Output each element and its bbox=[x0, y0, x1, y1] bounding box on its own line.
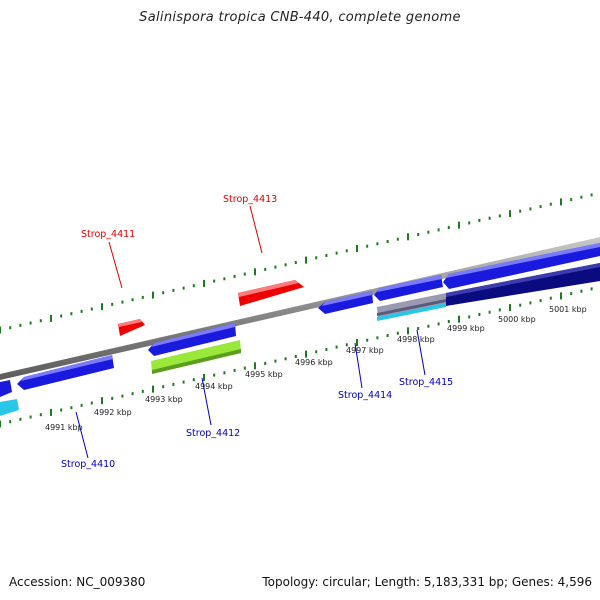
gene-label-strop-4413[interactable]: Strop_4413 bbox=[223, 194, 277, 205]
tick-label-4997: 4997 kbp bbox=[346, 346, 384, 355]
gene-blue-4415-left-highlight bbox=[377, 275, 442, 292]
gene-label-strop-4415[interactable]: Strop_4415 bbox=[399, 377, 453, 388]
leader-strop-4413 bbox=[249, 205, 263, 254]
gene-strop-4411-highlight bbox=[118, 319, 142, 327]
leader-strop-4415 bbox=[416, 329, 426, 376]
tick-label-4996: 4996 kbp bbox=[295, 358, 333, 367]
tick-label-4994: 4994 kbp bbox=[195, 382, 233, 391]
forward-strand-tick-track bbox=[0, 193, 593, 334]
tick-label-4995: 4995 kbp bbox=[245, 370, 283, 379]
leader-strop-4411 bbox=[108, 241, 123, 289]
reverse-strand-genes bbox=[0, 243, 600, 416]
gene-labels: Strop_4411 Strop_4413 Strop_4410 Strop_4… bbox=[61, 194, 453, 470]
forward-strand-genes bbox=[118, 280, 304, 336]
gene-cyan-left-edge[interactable] bbox=[0, 399, 19, 416]
tick-labels: 4991 kbp 4992 kbp 4993 kbp 4994 kbp 4995… bbox=[45, 305, 587, 432]
gene-strop-4415-cyan-feature[interactable] bbox=[377, 303, 446, 321]
tick-label-4999: 4999 kbp bbox=[447, 324, 485, 333]
reverse-strand-tick-track bbox=[0, 287, 593, 428]
tick-label-4991: 4991 kbp bbox=[45, 423, 83, 432]
gene-label-strop-4410[interactable]: Strop_4410 bbox=[61, 459, 115, 470]
gene-strop-4412-green-shade bbox=[152, 349, 241, 374]
map-title: Salinispora tropica CNB-440, complete ge… bbox=[139, 10, 461, 25]
gene-strop-4413-feature[interactable] bbox=[238, 280, 304, 306]
gene-label-strop-4411[interactable]: Strop_4411 bbox=[81, 229, 135, 240]
gene-leader-lines bbox=[75, 205, 426, 459]
gene-blue-right-edge-highlight bbox=[446, 243, 600, 278]
genome-backbone bbox=[0, 237, 600, 380]
gene-navy-right-highlight bbox=[446, 263, 600, 297]
accession-text: Accession: NC_009380 bbox=[9, 575, 146, 589]
tick-label-4992: 4992 kbp bbox=[94, 408, 132, 417]
gene-strop-4414-highlight bbox=[322, 291, 372, 306]
gene-label-strop-4414[interactable]: Strop_4414 bbox=[338, 390, 392, 401]
leader-strop-4410 bbox=[75, 411, 89, 459]
leader-strop-4414 bbox=[354, 342, 363, 389]
leader-strop-4412 bbox=[201, 377, 212, 426]
gene-strop-4413-highlight bbox=[238, 280, 299, 297]
tick-label-4993: 4993 kbp bbox=[145, 395, 183, 404]
gene-blue-left-edge[interactable] bbox=[0, 380, 12, 397]
genome-summary-text: Topology: circular; Length: 5,183,331 bp… bbox=[262, 575, 592, 589]
tick-label-5001: 5001 kbp bbox=[549, 305, 587, 314]
gene-strop-4410-highlight bbox=[21, 355, 113, 381]
gene-strop-4415-gray-stripe bbox=[377, 299, 446, 316]
gene-strop-4412-blue-highlight bbox=[151, 323, 235, 347]
gene-label-strop-4412[interactable]: Strop_4412 bbox=[186, 428, 240, 439]
tick-label-5000: 5000 kbp bbox=[498, 315, 536, 324]
tick-label-4998: 4998 kbp bbox=[397, 335, 435, 344]
